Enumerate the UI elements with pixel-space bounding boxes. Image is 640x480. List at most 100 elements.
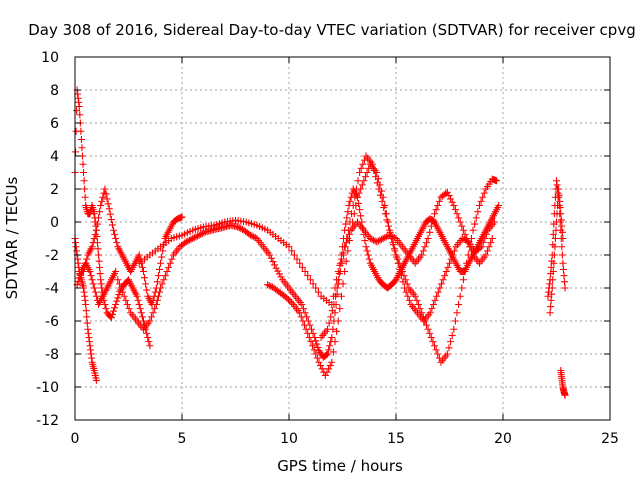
data-point (90, 284, 98, 292)
data-point (463, 259, 471, 267)
data-point (559, 265, 567, 273)
data-point (79, 160, 87, 168)
data-point (422, 239, 430, 247)
series-s11 (557, 367, 569, 399)
data-point (558, 228, 566, 236)
data-point (561, 284, 569, 292)
data-point (476, 244, 484, 252)
data-point (487, 239, 495, 247)
data-point (246, 231, 254, 239)
data-point (96, 270, 104, 278)
data-point (185, 236, 193, 244)
data-point (333, 284, 341, 292)
data-point (551, 235, 559, 242)
data-point (433, 292, 441, 300)
data-point (365, 255, 373, 263)
data-point (375, 185, 383, 193)
y-tick-label: 6 (50, 116, 59, 132)
series-s8 (73, 259, 120, 308)
data-point (93, 220, 101, 228)
tick-labels: 0 5 10 15 20 25 -12 -10 -8 -6 -4 -2 0 2 4 6 8 10 (36, 50, 619, 447)
data-point (402, 288, 410, 296)
data-point (313, 354, 321, 362)
data-point (552, 226, 560, 234)
data-point (305, 334, 313, 341)
data-point (354, 177, 362, 185)
data-point (123, 301, 131, 308)
series-s10 (546, 185, 567, 317)
data-point (77, 136, 85, 143)
data-point (92, 292, 100, 300)
data-point (479, 239, 487, 247)
data-point (110, 307, 118, 315)
data-point (441, 272, 449, 280)
data-point (453, 309, 461, 317)
data-point (346, 197, 354, 205)
data-point (331, 338, 339, 346)
data-point (471, 220, 479, 228)
data-point (458, 284, 466, 292)
data-point (339, 280, 347, 288)
data-point (192, 233, 200, 241)
data-point (328, 334, 336, 341)
data-point (404, 292, 412, 300)
data-point (285, 243, 293, 251)
data-point (374, 237, 382, 245)
data-point (102, 305, 110, 313)
data-point (373, 238, 381, 246)
data-point (495, 202, 503, 209)
data-point (413, 296, 421, 304)
axis-ticks (74, 56, 611, 421)
data-point (378, 197, 386, 205)
data-point (163, 268, 171, 275)
data-point (326, 342, 334, 350)
data-point (120, 292, 128, 300)
data-point (475, 202, 483, 209)
data-point (401, 284, 409, 292)
data-point (317, 362, 325, 370)
y-tick-label: -10 (36, 380, 59, 396)
data-point (342, 220, 350, 228)
data-point (135, 251, 143, 259)
data-point (337, 292, 345, 300)
data-point (136, 305, 144, 313)
data-point (154, 272, 162, 280)
data-point (111, 230, 119, 238)
data-point (435, 197, 443, 205)
data-point (195, 231, 203, 239)
data-point (488, 235, 496, 242)
data-point (559, 235, 567, 242)
data-point (82, 301, 90, 308)
data-point (108, 221, 116, 229)
data-point (358, 181, 366, 189)
data-point (380, 204, 388, 212)
data-point (429, 338, 437, 346)
data-point (351, 193, 359, 201)
data-point (368, 160, 376, 168)
data-point (114, 276, 122, 284)
data-point (429, 301, 437, 308)
data-point (322, 351, 330, 359)
data-point (376, 191, 384, 199)
data-point (328, 358, 336, 366)
data-point (148, 313, 156, 321)
data-point (182, 238, 190, 246)
data-point (327, 313, 335, 321)
data-point (75, 103, 83, 110)
data-point (556, 204, 564, 212)
data-point (464, 251, 472, 259)
data-point (95, 251, 103, 259)
data-point (134, 296, 142, 304)
data-point (152, 301, 160, 308)
chart-title: Day 308 of 2016, Sidereal Day-to-day VTE… (28, 21, 635, 39)
data-point (363, 169, 371, 176)
data-point (558, 251, 566, 259)
data-point (334, 317, 342, 325)
data-point (125, 305, 133, 313)
data-point (416, 305, 424, 313)
data-point (293, 255, 301, 263)
data-point (396, 265, 404, 273)
data-point (426, 228, 434, 236)
data-point (557, 216, 565, 224)
data-point (483, 247, 491, 255)
